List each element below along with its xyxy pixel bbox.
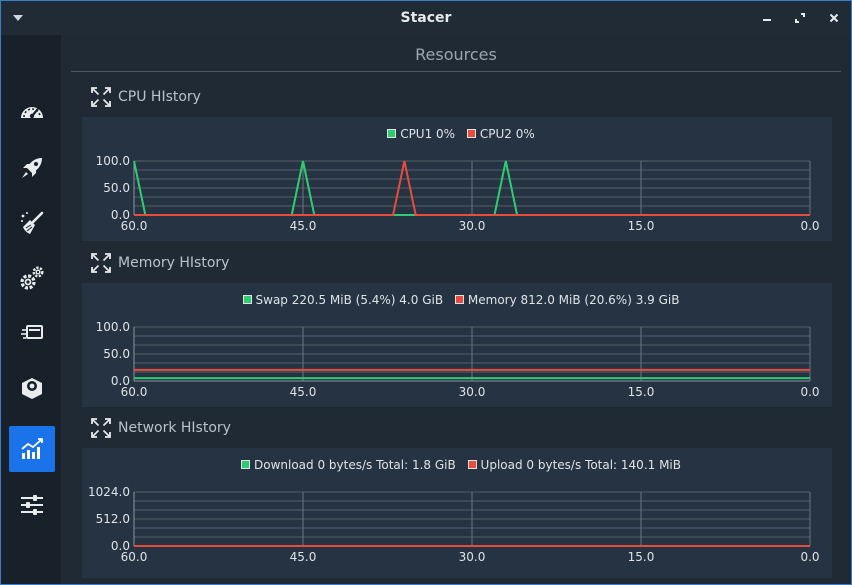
- memory-section-header: Memory HIstory: [91, 251, 229, 275]
- x-tick-label: 45.0: [290, 385, 317, 399]
- legend-swatch-cpu1: [387, 129, 397, 138]
- speedometer-icon: [21, 107, 43, 119]
- legend-swatch-swap: [242, 295, 252, 304]
- restore-button[interactable]: [790, 8, 810, 28]
- y-tick-label: 0.0: [111, 208, 130, 222]
- sidebar-item-dashboard[interactable]: [9, 90, 55, 136]
- legend-label-memory: Memory 812.0 MiB (20.6%) 3.9 GiB: [467, 293, 680, 307]
- rocket-icon: [22, 158, 42, 178]
- legend-label-cpu2: CPU2 0%: [479, 127, 535, 141]
- broom-icon: [21, 211, 44, 234]
- y-tick-label: 100.0: [96, 320, 130, 334]
- cpu-chart-panel: CPU1 0% CPU2 0% 100.0 50.0 0.0 60.0 45.0 30.0…: [82, 117, 832, 241]
- expand-icon[interactable]: [91, 418, 111, 438]
- x-tick-label: 15.0: [628, 219, 655, 233]
- network-legend: Download 0 bytes/s Total: 1.8 GiB Upload…: [82, 458, 832, 472]
- close-icon: [829, 13, 839, 23]
- processes-icon: [21, 325, 43, 339]
- x-tick-label: 30.0: [459, 219, 486, 233]
- network-section-header: Network HIstory: [91, 416, 231, 440]
- memory-history-chart: 100.050.00.060.0 45.0 30.0 15.0 0.0: [96, 320, 820, 399]
- title-divider: [71, 71, 841, 72]
- x-tick-label: 15.0: [628, 550, 655, 564]
- minimize-icon: [763, 19, 771, 21]
- memory-section-title: Memory HIstory: [118, 255, 230, 271]
- y-tick-label: 50.0: [103, 347, 130, 361]
- sidebar: [1, 35, 61, 584]
- y-tick-label: 100.0: [96, 154, 130, 168]
- sidebar-item-resources[interactable]: [9, 426, 55, 472]
- minimize-button[interactable]: [757, 8, 777, 28]
- cpu-section-header: CPU HIstory: [91, 85, 201, 109]
- close-button[interactable]: [824, 8, 844, 28]
- x-tick-label: 15.0: [628, 385, 655, 399]
- x-tick-label: 45.0: [290, 550, 317, 564]
- x-tick-label: 30.0: [459, 550, 486, 564]
- x-tick-label: 30.0: [459, 385, 486, 399]
- legend-swatch-download: [240, 460, 250, 469]
- network-chart-panel: Download 0 bytes/s Total: 1.8 GiB Upload…: [82, 448, 832, 578]
- window-title: Stacer: [400, 10, 452, 26]
- x-tick-label: 0.0: [800, 219, 819, 233]
- sidebar-item-processes[interactable]: [9, 310, 55, 356]
- sidebar-item-services[interactable]: [9, 255, 55, 301]
- legend-label-cpu1: CPU1 0%: [400, 127, 456, 141]
- gears-icon: [20, 266, 44, 290]
- x-tick-label: 0.0: [800, 385, 819, 399]
- x-tick-label: 0.0: [800, 550, 819, 564]
- legend-label-swap: Swap 220.5 MiB (5.4%) 4.0 GiB: [255, 293, 444, 307]
- y-tick-label: 512.0: [96, 512, 130, 526]
- chart-icon: [21, 438, 43, 459]
- x-tick-label: 60.0: [121, 219, 148, 233]
- expand-icon[interactable]: [91, 253, 111, 273]
- package-icon: [22, 378, 42, 399]
- legend-swatch-memory: [454, 295, 464, 304]
- legend-swatch-upload: [467, 460, 477, 469]
- page-title: Resources: [415, 45, 497, 64]
- x-tick-label: 60.0: [121, 385, 148, 399]
- cpu-section-title: CPU HIstory: [118, 89, 201, 105]
- window-menu-icon[interactable]: [13, 15, 23, 21]
- restore-icon: [795, 13, 805, 23]
- memory-legend: Swap 220.5 MiB (5.4%) 4.0 GiB Memory 812…: [82, 293, 832, 307]
- sidebar-item-uninstaller[interactable]: [9, 365, 55, 411]
- sidebar-item-startup-apps[interactable]: [9, 145, 55, 191]
- legend-label-upload: Upload 0 bytes/s Total: 140.1 MiB: [480, 458, 681, 472]
- y-tick-label: 1024.0: [88, 485, 130, 499]
- memory-chart-panel: Swap 220.5 MiB (5.4%) 4.0 GiB Memory 812…: [82, 283, 832, 407]
- sidebar-item-system-cleaner[interactable]: [9, 200, 55, 246]
- y-tick-label: 0.0: [111, 539, 130, 553]
- cpu-history-chart: 100.050.00.060.0 45.0 30.0 15.0 0.0: [96, 154, 820, 233]
- x-tick-label: 60.0: [121, 550, 148, 564]
- expand-icon[interactable]: [91, 87, 111, 107]
- x-tick-label: 45.0: [290, 219, 317, 233]
- legend-label-download: Download 0 bytes/s Total: 1.8 GiB: [253, 458, 456, 472]
- sidebar-item-settings[interactable]: [9, 482, 55, 528]
- sliders-icon: [21, 495, 43, 515]
- legend-swatch-cpu2: [466, 129, 476, 138]
- y-tick-label: 50.0: [103, 181, 130, 195]
- series-line-2: [134, 160, 810, 216]
- cpu-legend: CPU1 0% CPU2 0%: [82, 127, 832, 141]
- resources-page: Resources CPU HIstory CPU1 0% CPU2 0% 10…: [61, 35, 851, 584]
- title-bar: Stacer: [1, 1, 851, 35]
- network-section-title: Network HIstory: [118, 420, 231, 436]
- y-tick-label: 0.0: [111, 374, 130, 388]
